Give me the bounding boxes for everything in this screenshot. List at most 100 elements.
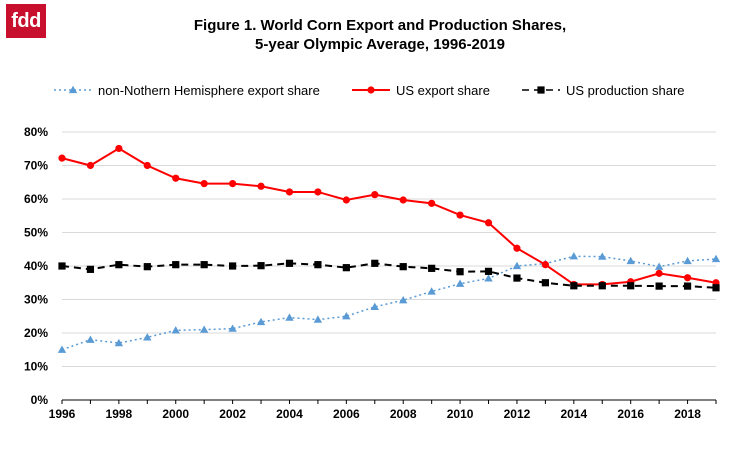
data-point	[57, 345, 67, 353]
data-point	[683, 256, 692, 265]
data-point	[484, 219, 493, 227]
data-point	[143, 263, 151, 271]
data-point	[86, 265, 95, 273]
data-point	[228, 324, 237, 332]
data-point	[598, 252, 607, 260]
logo-text: fdd	[11, 10, 41, 32]
data-point	[58, 262, 66, 270]
data-point	[257, 182, 265, 190]
data-point	[598, 282, 606, 290]
data-point	[541, 279, 549, 287]
data-point	[257, 262, 265, 270]
data-point	[229, 179, 237, 188]
x-tick-label: 2000	[162, 407, 189, 421]
data-point	[399, 263, 407, 271]
data-point	[86, 335, 95, 343]
data-point	[114, 338, 124, 347]
data-point	[115, 261, 123, 269]
gridlines	[62, 131, 716, 367]
chart-title-block: Figure 1. World Corn Export and Producti…	[100, 16, 660, 54]
data-point	[342, 196, 350, 204]
data-point	[371, 191, 379, 199]
y-tick-label: 50%	[24, 226, 48, 240]
data-point	[58, 154, 66, 162]
series-non-nothern-hemisphere-export-share	[57, 252, 721, 353]
y-tick-label: 70%	[24, 159, 48, 173]
data-point	[711, 254, 721, 263]
data-point	[654, 262, 664, 270]
data-point	[256, 317, 266, 326]
series-line	[61, 147, 717, 286]
data-point	[342, 312, 351, 320]
data-point	[143, 333, 152, 341]
legend-item: US export share	[352, 83, 490, 98]
data-point	[342, 264, 350, 272]
axes: 0% 10% 20% 30% 40% 50% 60% 70% 80% 1996 1998 2000 20…	[24, 125, 717, 421]
chart-title: Figure 1. World Corn Export and Producti…	[193, 17, 567, 34]
data-point	[513, 274, 521, 282]
x-tick-label: 2010	[447, 407, 474, 421]
legend-label: US production share	[566, 83, 685, 98]
data-point	[484, 274, 493, 282]
data-point	[367, 86, 375, 94]
x-tick-label: 2004	[276, 407, 303, 421]
data-point	[626, 256, 635, 265]
y-tick-label: 20%	[24, 326, 48, 340]
data-point	[285, 188, 294, 196]
x-tick-label: 2012	[504, 407, 531, 421]
legend: non-Nothern Hemisphere export share US ex…	[54, 83, 685, 98]
data-point	[655, 269, 663, 277]
data-point	[314, 188, 322, 196]
data-point	[285, 259, 294, 267]
data-point	[370, 302, 379, 311]
data-point	[627, 282, 635, 290]
data-point	[712, 284, 720, 292]
data-point	[428, 264, 436, 272]
y-tick-label: 40%	[24, 259, 48, 273]
data-point	[569, 252, 579, 260]
series-us-production-share	[58, 259, 720, 292]
y-tick-label: 10%	[24, 360, 48, 374]
data-point	[115, 144, 123, 153]
data-point	[229, 262, 237, 270]
y-tick-label: 0%	[31, 393, 49, 407]
x-tick-label: 1998	[106, 407, 133, 421]
y-tick-label: 30%	[24, 293, 48, 307]
data-point	[399, 295, 408, 304]
data-point	[484, 267, 493, 275]
x-tick-label: 2008	[390, 407, 417, 421]
data-point	[200, 261, 208, 269]
data-point	[371, 259, 379, 267]
data-point	[541, 261, 549, 269]
data-point	[68, 85, 78, 94]
data-point	[512, 261, 522, 270]
data-point	[313, 315, 323, 323]
x-tick-label: 2014	[560, 407, 587, 421]
data-point	[171, 326, 180, 334]
data-point	[427, 287, 436, 295]
x-tick-label: 2016	[617, 407, 644, 421]
data-point	[570, 282, 578, 290]
data-point	[455, 279, 465, 287]
data-point	[314, 261, 322, 269]
data-point	[456, 211, 464, 219]
chart-subtitle: 5-year Olympic Average, 1996-2019	[255, 36, 505, 53]
data-point	[537, 86, 545, 94]
data-point	[172, 174, 180, 182]
data-point	[399, 196, 407, 204]
logo: fdd	[6, 4, 46, 38]
data-point	[199, 325, 209, 333]
data-point	[200, 179, 208, 188]
legend-item: non-Nothern Hemisphere export share	[54, 83, 320, 98]
data-point	[683, 274, 692, 282]
legend-label: non-Nothern Hemisphere export share	[98, 83, 320, 98]
data-point	[655, 282, 663, 290]
data-point	[143, 161, 151, 170]
series-layer	[57, 144, 721, 353]
y-tick-label: 80%	[24, 125, 48, 139]
x-tick-label: 2002	[219, 407, 246, 421]
x-tick-label: 1996	[49, 407, 76, 421]
data-point	[683, 282, 692, 290]
data-point	[285, 313, 294, 321]
